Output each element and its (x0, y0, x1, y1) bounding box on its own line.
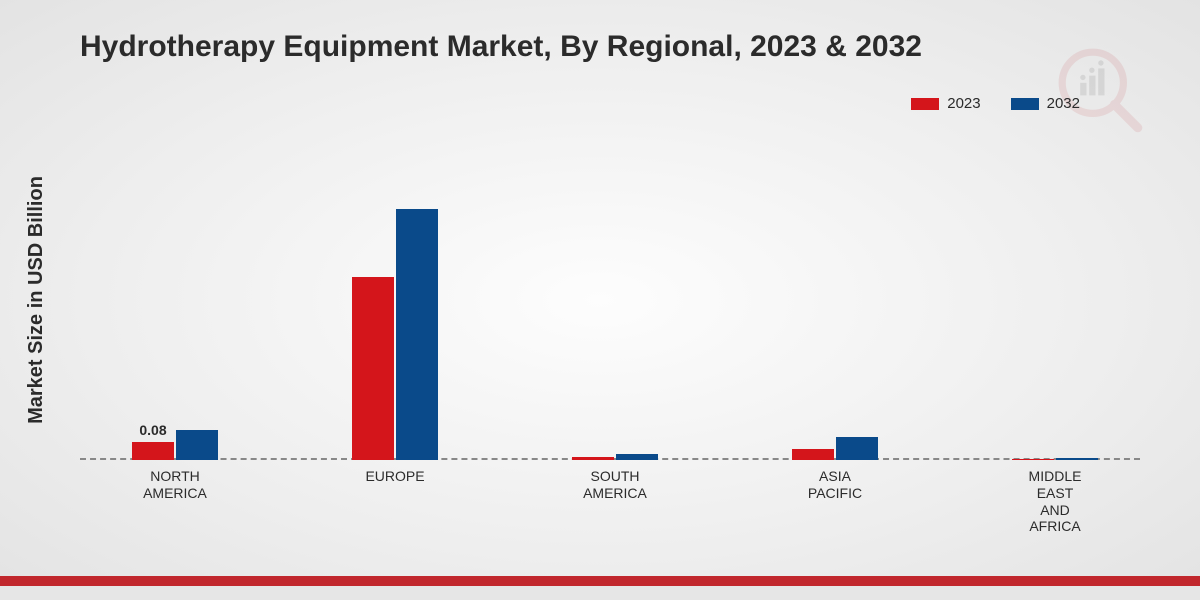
brand-logo (1055, 45, 1145, 135)
bar-group (555, 454, 675, 460)
legend-item-2032: 2032 (1011, 95, 1080, 112)
bar-2023 (1012, 459, 1054, 460)
legend-swatch-2023 (911, 98, 939, 110)
bar-group (115, 430, 235, 460)
x-axis-label: NORTH AMERICA (115, 468, 235, 502)
footer-grey-bar (0, 586, 1200, 600)
bar-2032 (176, 430, 218, 460)
data-label: 0.08 (139, 422, 166, 438)
x-axis-label: EUROPE (335, 468, 455, 485)
bar-2032 (616, 454, 658, 460)
x-axis-labels: NORTH AMERICA EUROPE SOUTH AMERICA ASIA PAC… (80, 468, 1140, 548)
bar-2023 (352, 277, 394, 460)
y-axis-title: Market Size in USD Billion (25, 176, 48, 424)
bar-2023 (132, 442, 174, 460)
legend: 2023 2032 (911, 95, 1080, 112)
bar-2023 (792, 449, 834, 460)
chart-canvas: Hydrotherapy Equipment Market, By Region… (0, 0, 1200, 600)
bar-group (775, 437, 895, 460)
bar-2032 (1056, 458, 1098, 460)
bar-2032 (396, 209, 438, 460)
bar-group (335, 209, 455, 460)
x-axis-label: MIDDLE EAST AND AFRICA (995, 468, 1115, 535)
legend-label-2032: 2032 (1047, 95, 1080, 112)
x-axis-label: SOUTH AMERICA (555, 468, 675, 502)
bar-2023 (572, 457, 614, 460)
bar-group (995, 458, 1115, 460)
x-axis-label: ASIA PACIFIC (775, 468, 895, 502)
plot-area: 0.08 (80, 140, 1140, 460)
legend-item-2023: 2023 (911, 95, 980, 112)
legend-swatch-2032 (1011, 98, 1039, 110)
legend-label-2023: 2023 (947, 95, 980, 112)
chart-title: Hydrotherapy Equipment Market, By Region… (80, 30, 922, 64)
footer-accent-bar (0, 576, 1200, 586)
bar-2032 (836, 437, 878, 460)
